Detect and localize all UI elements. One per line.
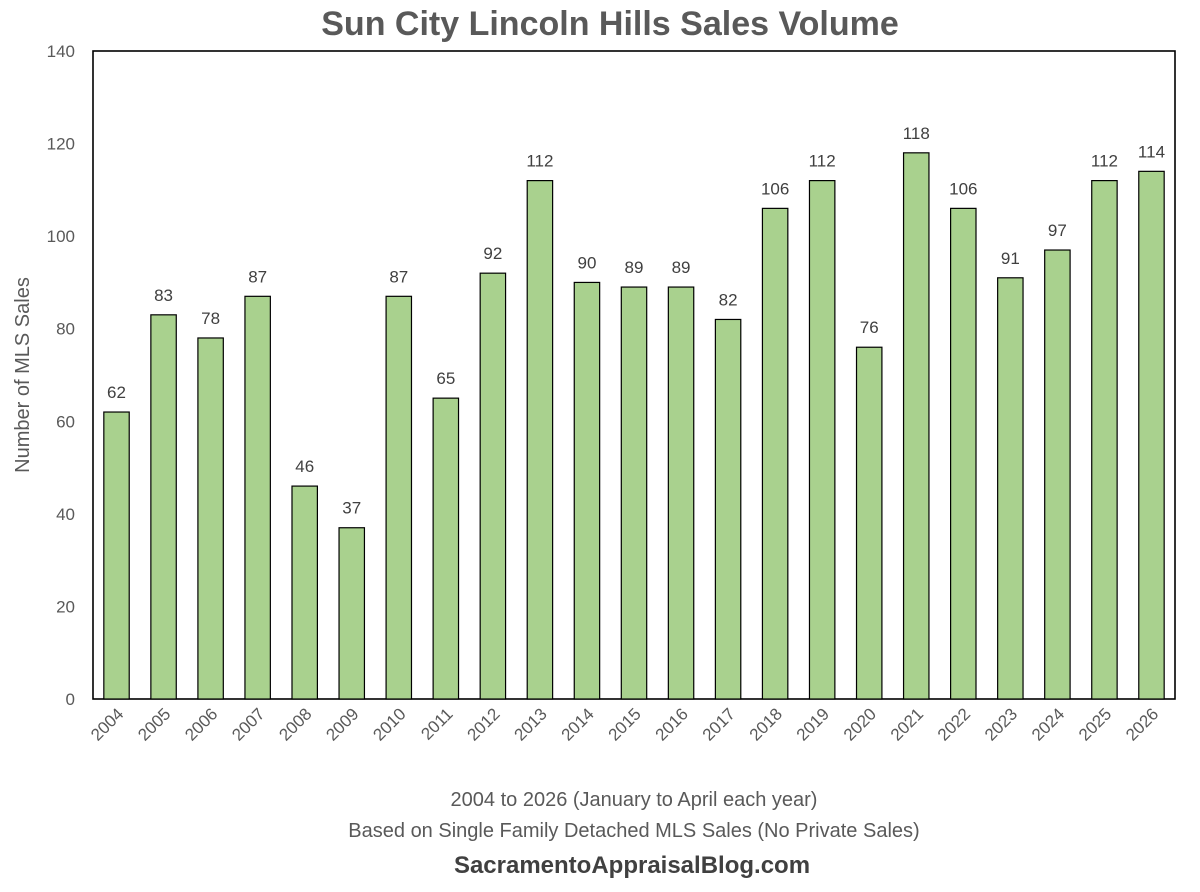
- data-label-2024: 97: [1048, 221, 1067, 240]
- y-tick-label: 40: [56, 505, 75, 524]
- data-label-2013: 112: [526, 152, 553, 171]
- x-tick-label-2021: 2021: [887, 704, 927, 744]
- x-tick-label-2008: 2008: [275, 704, 315, 744]
- bar-2021: [902, 152, 930, 700]
- x-axis-subtitle: Based on Single Family Detached MLS Sale…: [348, 820, 919, 842]
- x-axis-tick-labels: 2004 2005 2006 2007 2008 2009 2010 2011 2012 2013…: [87, 704, 1162, 744]
- y-tick-label: 80: [56, 320, 75, 339]
- x-tick-label-2006: 2006: [181, 704, 221, 744]
- data-label-2019: 112: [809, 152, 836, 171]
- data-label-2007: 87: [248, 267, 267, 286]
- data-label-2004: 62: [107, 383, 126, 402]
- bar-2020: [855, 346, 883, 700]
- data-label-2008: 46: [295, 457, 314, 476]
- x-tick-label-2004: 2004: [87, 704, 127, 744]
- data-label-2017: 82: [719, 290, 738, 309]
- bars-group: [103, 152, 1165, 700]
- x-tick-label-2017: 2017: [699, 704, 739, 744]
- x-tick-label-2025: 2025: [1075, 704, 1115, 744]
- x-tick-label-2024: 2024: [1028, 704, 1068, 744]
- bar-2022: [950, 207, 977, 700]
- data-label-2023: 91: [1001, 249, 1020, 268]
- x-tick-label-2026: 2026: [1122, 704, 1162, 744]
- bar-2016: [667, 286, 695, 700]
- data-label-2025: 112: [1091, 152, 1118, 171]
- x-tick-label-2012: 2012: [464, 704, 504, 744]
- bar-2011: [432, 397, 460, 700]
- bar-2015: [620, 286, 648, 700]
- bar-2007: [244, 295, 271, 700]
- y-tick-label: 100: [47, 227, 75, 246]
- site-credit: SacramentoAppraisalBlog.com: [454, 852, 810, 879]
- y-axis-tick-labels: 0 20 40 60 80 100 120 140: [47, 42, 75, 709]
- bar-2006: [197, 337, 224, 700]
- data-labels-group: 62 83 78 87 46 37 87 65 92 112 90 89 89 82 106 112 76 118…: [107, 124, 1165, 518]
- bar-2010: [385, 295, 413, 700]
- x-tick-label-2020: 2020: [840, 704, 880, 744]
- x-tick-label-2011: 2011: [417, 704, 456, 743]
- data-label-2022: 106: [949, 179, 977, 198]
- x-tick-label-2019: 2019: [793, 704, 833, 744]
- data-label-2011: 65: [436, 369, 455, 388]
- x-tick-label-2005: 2005: [134, 704, 174, 744]
- bar-2004: [103, 411, 130, 700]
- data-label-2018: 106: [761, 179, 789, 198]
- x-tick-label-2009: 2009: [322, 704, 362, 744]
- bar-2017: [714, 318, 742, 700]
- y-tick-label: 60: [56, 412, 75, 431]
- bar-2008: [291, 485, 318, 700]
- x-tick-label-2013: 2013: [511, 704, 551, 744]
- data-label-2014: 90: [577, 253, 596, 272]
- bar-2025: [1091, 180, 1118, 700]
- x-tick-label-2018: 2018: [746, 704, 786, 744]
- x-tick-label-2016: 2016: [652, 704, 692, 744]
- x-tick-label-2015: 2015: [605, 704, 645, 744]
- x-tick-label-2010: 2010: [369, 704, 409, 744]
- data-label-2026: 114: [1138, 142, 1165, 161]
- bar-2019: [808, 180, 836, 700]
- bar-2023: [997, 277, 1024, 700]
- data-label-2021: 118: [903, 124, 930, 143]
- bar-2018: [761, 207, 789, 700]
- bar-2013: [526, 180, 554, 700]
- data-label-2020: 76: [860, 318, 879, 337]
- y-tick-label: 0: [66, 690, 75, 709]
- data-label-2009: 37: [342, 499, 361, 518]
- y-axis-title: Number of MLS Sales: [12, 277, 34, 473]
- y-tick-label: 120: [47, 135, 75, 154]
- bar-2026: [1138, 170, 1165, 700]
- y-tick-label: 140: [47, 42, 75, 61]
- x-tick-label-2022: 2022: [934, 704, 974, 744]
- data-label-2012: 92: [483, 244, 502, 263]
- bar-2009: [338, 527, 366, 700]
- data-label-2016: 89: [672, 258, 691, 277]
- chart-title: Sun City Lincoln Hills Sales Volume: [321, 5, 899, 43]
- x-tick-label-2014: 2014: [558, 704, 598, 744]
- y-tick-label: 20: [56, 597, 75, 616]
- x-tick-label-2007: 2007: [228, 704, 268, 744]
- data-label-2005: 83: [154, 286, 173, 305]
- bar-2005: [150, 314, 177, 700]
- x-tick-label-2023: 2023: [981, 704, 1021, 744]
- bar-2024: [1044, 249, 1071, 700]
- data-label-2010: 87: [389, 267, 408, 286]
- bar-2014: [573, 281, 601, 700]
- data-label-2006: 78: [201, 309, 220, 328]
- data-label-2015: 89: [625, 258, 644, 277]
- x-axis-title: 2004 to 2026 (January to April each year…: [451, 789, 818, 811]
- bar-2012: [479, 272, 507, 700]
